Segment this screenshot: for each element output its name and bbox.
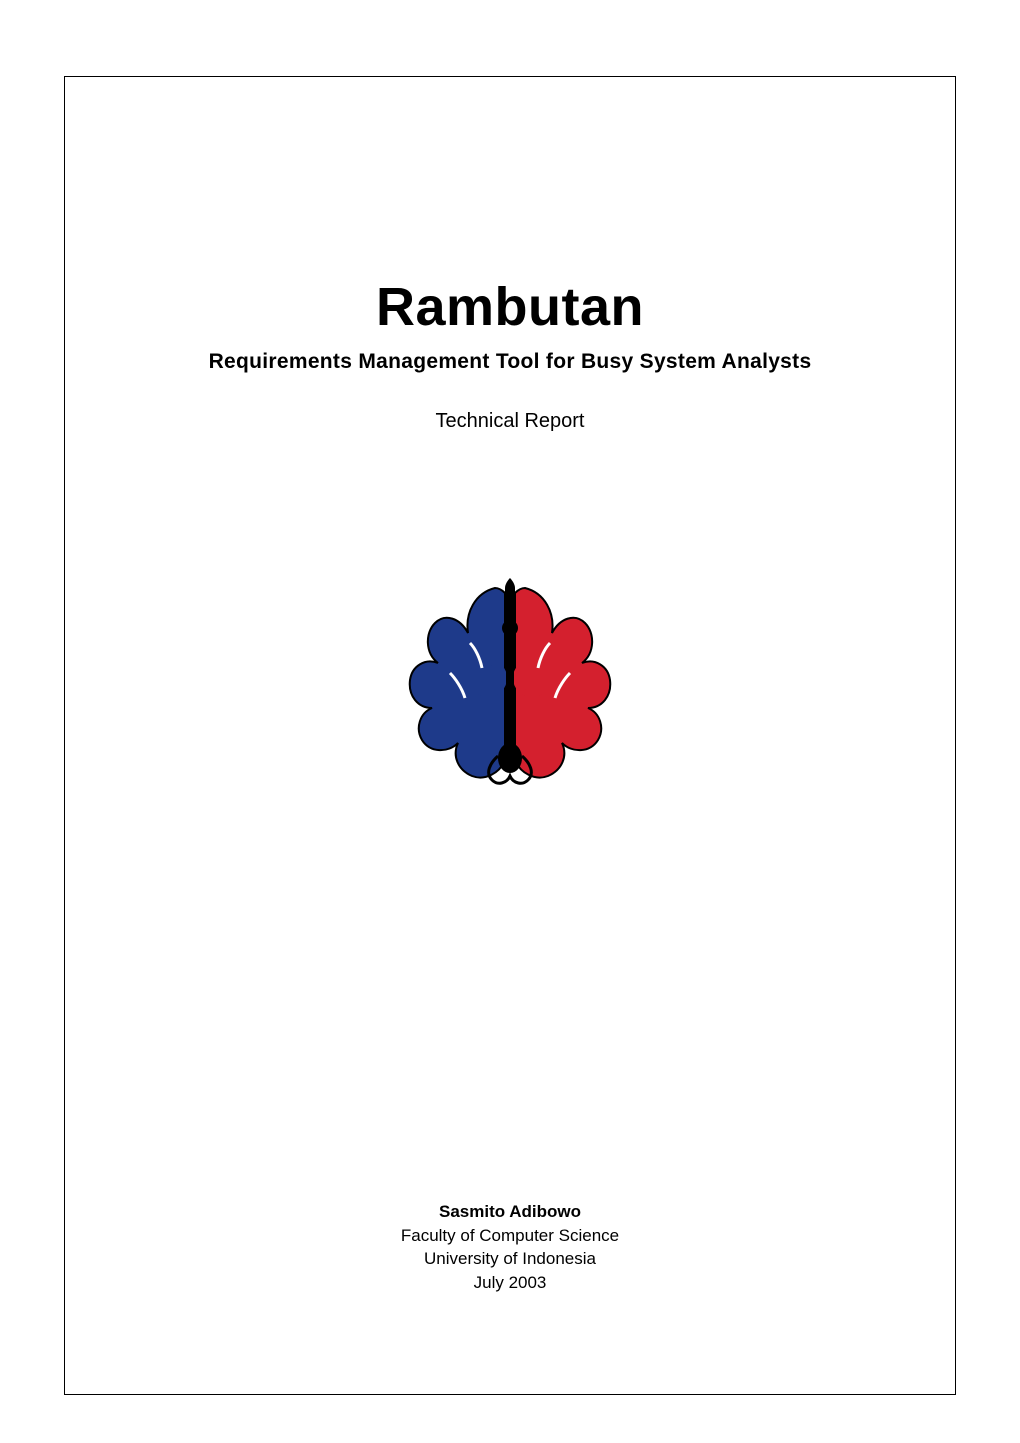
author-faculty: Faculty of Computer Science [64,1224,956,1248]
university-logo [385,563,635,813]
author-name: Sasmito Adibowo [64,1200,956,1224]
document-subtitle: Requirements Management Tool for Busy Sy… [209,350,812,374]
author-block: Sasmito Adibowo Faculty of Computer Scie… [64,1200,956,1295]
document-content: Rambutan Requirements Management Tool fo… [64,76,956,1395]
author-university: University of Indonesia [64,1247,956,1271]
document-title: Rambutan [376,276,644,338]
author-date: July 2003 [64,1271,956,1295]
report-type-label: Technical Report [436,410,585,433]
logo-emblem-icon [385,563,635,813]
